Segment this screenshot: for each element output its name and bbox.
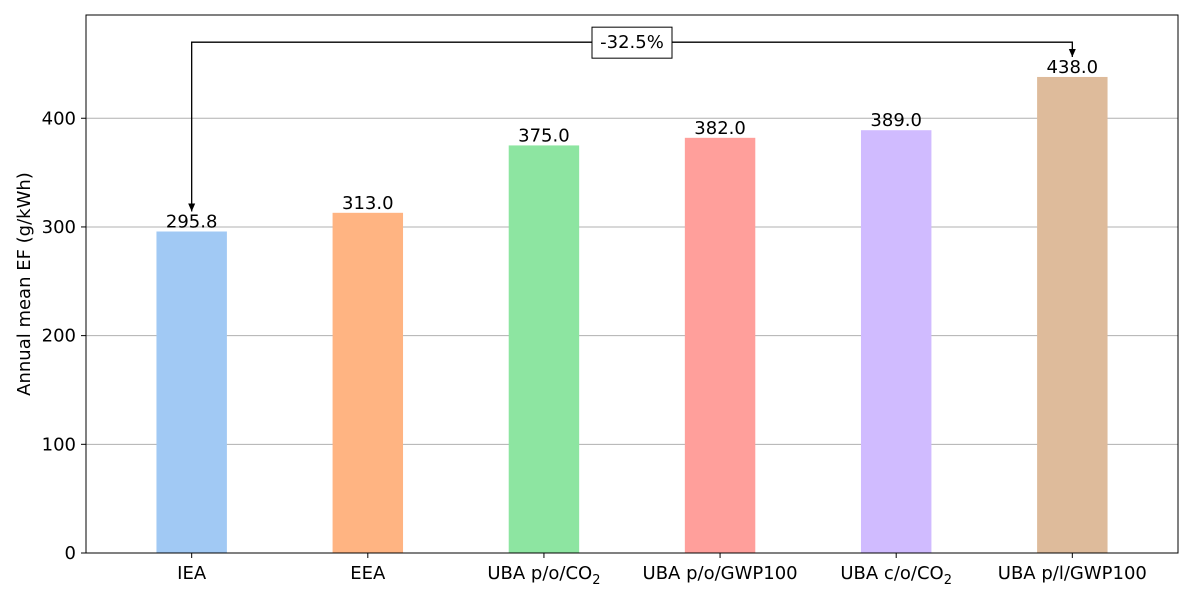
y-tick-label: 200 [42,326,76,347]
bar-value-label: 382.0 [694,118,746,139]
bar-value-label: 438.0 [1047,57,1099,78]
bar [332,212,404,553]
difference-annotation: -32.5% [188,26,1076,212]
bar [156,231,227,553]
bar-value-label: 375.0 [518,125,570,146]
bar [1037,76,1108,554]
annotation-box [591,26,673,59]
x-axis-ticks: IEA EEA UBA p/o/CO2 UBA p/o/GWP100 UBA c/o/C… [177,553,1147,588]
grid-layer [86,117,1178,445]
x-tick-label: EEA [350,563,386,584]
y-tick-label: 300 [42,217,76,238]
bar [684,137,756,553]
x-tick-label: UBA p/o/CO2 [487,563,600,588]
bar [860,130,932,554]
annotation-text: -32.5% [600,32,664,53]
x-tick-label: IEA [177,563,207,584]
bar-value-label: 389.0 [870,110,922,131]
data-labels: 295.8 313.0 375.0 382.0 389.0 438.0 [166,57,1098,233]
plot-frame-rect [85,14,1179,554]
annotation-arrowhead [188,203,196,212]
bar-layer [156,76,1108,554]
annotation-arrowhead [1068,48,1076,57]
y-axis-label: Annual mean EF (g/kWh) [14,172,35,396]
x-tick-label: UBA p/l/GWP100 [998,563,1147,584]
x-tick-subscript: 2 [592,573,600,588]
bar [508,145,580,553]
x-tick-subscript: 2 [944,573,952,588]
y-axis-ticks: 0 100 200 300 400 [42,108,86,564]
y-tick-label: 400 [42,108,76,129]
y-tick-label: 0 [65,543,76,564]
annotation-bracket [191,41,1073,212]
bar-value-label: 313.0 [342,193,394,214]
plot-frame [85,14,1179,554]
x-tick-label: UBA p/o/GWP100 [643,563,798,584]
bar-value-label: 295.8 [166,212,218,233]
y-tick-label: 100 [42,434,76,455]
x-tick-label: UBA c/o/CO2 [840,563,952,588]
